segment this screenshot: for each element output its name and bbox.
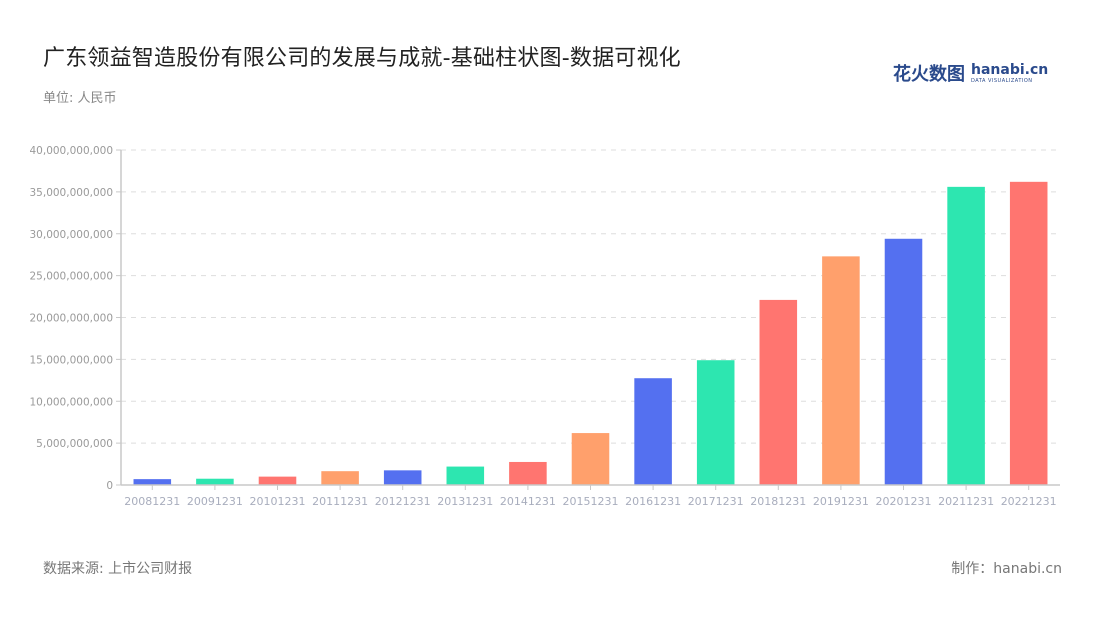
y-axis: 0 5,000,000,000 10,000,000,000 15,000,000,0…: [30, 145, 122, 492]
x-tick-label: 20081231: [124, 495, 180, 508]
bar[interactable]: [258, 476, 297, 485]
unit-label: 单位: 人民币: [43, 91, 117, 106]
x-tick-label: 20151231: [563, 495, 619, 508]
x-tick-label: 20131231: [437, 495, 493, 508]
y-tick-label: 15,000,000,000: [30, 354, 114, 366]
bar[interactable]: [822, 256, 860, 485]
bar[interactable]: [884, 238, 923, 485]
credit: 制作：hanabi.cn: [951, 561, 1062, 577]
x-tick-label: 20201231: [876, 495, 932, 508]
bar[interactable]: [196, 478, 234, 485]
bar[interactable]: [133, 479, 172, 485]
bar[interactable]: [321, 471, 359, 485]
logo-sub-text: DATA VISUALIZATION: [971, 77, 1033, 84]
bar[interactable]: [571, 433, 610, 485]
y-tick-label: 25,000,000,000: [30, 271, 114, 283]
brand-logo: 花火数图 hanabi.cn DATA VISUALIZATION: [893, 60, 1048, 86]
y-tick-label: 35,000,000,000: [30, 187, 114, 199]
x-tick-label: 20161231: [625, 495, 681, 508]
bars: [133, 181, 1048, 485]
x-tick-label: 20171231: [688, 495, 744, 508]
bar[interactable]: [759, 299, 798, 485]
y-tick-label: 20,000,000,000: [30, 313, 114, 325]
bar[interactable]: [1009, 181, 1048, 485]
x-tick-label: 20121231: [375, 495, 431, 508]
logo-en-text: hanabi.cn: [971, 61, 1049, 78]
y-tick-label: 5,000,000,000: [36, 438, 113, 450]
y-tick-label: 30,000,000,000: [30, 229, 114, 241]
bar[interactable]: [947, 186, 985, 485]
bar[interactable]: [696, 360, 735, 485]
y-tick-label: 10,000,000,000: [30, 396, 114, 408]
chart-title: 广东领益智造股份有限公司的发展与成就-基础柱状图-数据可视化: [43, 46, 681, 71]
x-axis: 20081231 20091231 20101231 20111231 20121231…: [121, 484, 1060, 508]
x-tick-label: 20111231: [312, 495, 368, 508]
logo-en-block: hanabi.cn DATA VISUALIZATION: [971, 63, 1048, 84]
bar[interactable]: [446, 466, 485, 485]
x-tick-label: 20191231: [813, 495, 869, 508]
x-tick-label: 20101231: [250, 495, 306, 508]
bar[interactable]: [383, 470, 422, 485]
x-tick-label: 20221231: [1001, 495, 1057, 508]
bar[interactable]: [509, 461, 547, 485]
data-source: 数据来源: 上市公司财报: [43, 561, 193, 577]
x-tick-label: 20211231: [938, 495, 994, 508]
x-tick-label: 20181231: [750, 495, 806, 508]
y-tick-label: 40,000,000,000: [30, 145, 114, 157]
logo-cn-text: 花火数图: [893, 64, 965, 85]
bar[interactable]: [634, 378, 672, 485]
x-tick-label: 20141231: [500, 495, 556, 508]
y-tick-label: 0: [106, 480, 113, 492]
x-tick-label: 20091231: [187, 495, 243, 508]
